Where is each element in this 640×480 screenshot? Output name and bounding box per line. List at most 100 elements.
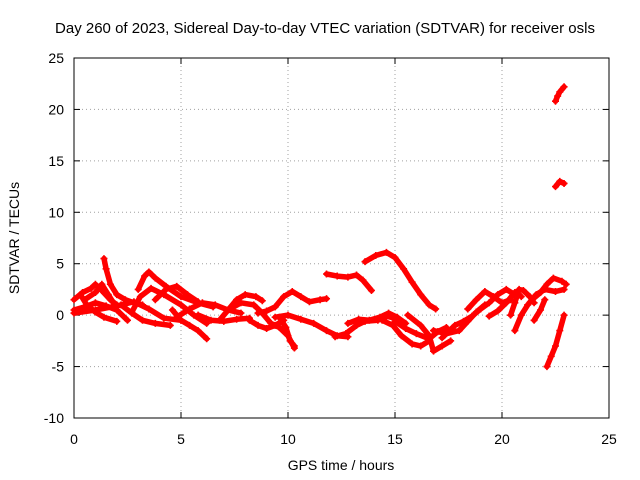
data-point bbox=[562, 280, 570, 288]
data-point bbox=[342, 330, 350, 338]
data-point bbox=[91, 299, 99, 307]
data-series-arc-36 bbox=[552, 177, 568, 191]
data-point bbox=[168, 306, 176, 314]
data-point bbox=[552, 287, 559, 295]
data-point bbox=[468, 312, 476, 320]
data-point bbox=[177, 301, 185, 309]
data-point bbox=[442, 323, 450, 331]
data-point bbox=[552, 183, 559, 191]
data-point bbox=[237, 309, 245, 317]
x-tick-label: 5 bbox=[177, 431, 185, 447]
data-point bbox=[237, 299, 245, 307]
data-point bbox=[100, 313, 108, 321]
data-point bbox=[359, 276, 367, 284]
data-point bbox=[173, 282, 181, 290]
data-point bbox=[141, 272, 149, 280]
y-tick-label: 15 bbox=[48, 153, 64, 169]
data-point bbox=[323, 270, 331, 278]
data-point bbox=[297, 293, 305, 301]
data-point bbox=[515, 285, 523, 293]
data-point bbox=[552, 97, 559, 105]
data-point bbox=[284, 311, 292, 319]
data-point bbox=[355, 315, 363, 323]
data-point bbox=[511, 299, 519, 307]
y-tick-label: -5 bbox=[52, 359, 65, 375]
data-point bbox=[198, 299, 206, 307]
data-point bbox=[537, 289, 545, 297]
y-tick-label: 5 bbox=[56, 256, 64, 272]
data-point bbox=[323, 295, 331, 303]
data-point bbox=[186, 321, 194, 329]
data-point bbox=[549, 274, 557, 282]
series-line bbox=[362, 249, 439, 312]
data-point bbox=[511, 327, 519, 335]
data-point bbox=[502, 285, 510, 293]
data-point bbox=[207, 316, 215, 324]
data-point bbox=[241, 291, 249, 299]
data-point bbox=[83, 301, 91, 309]
data-point bbox=[430, 347, 438, 355]
data-point bbox=[271, 303, 279, 311]
data-point bbox=[451, 321, 459, 329]
data-point bbox=[517, 311, 525, 319]
data-series-arc-10 bbox=[151, 282, 202, 306]
y-tick-label: -10 bbox=[44, 410, 64, 426]
data-point bbox=[367, 286, 375, 294]
data-point bbox=[556, 177, 564, 185]
data-point bbox=[113, 291, 121, 299]
data-point bbox=[425, 332, 433, 340]
data-point bbox=[344, 273, 352, 281]
grid bbox=[74, 58, 609, 418]
data-point bbox=[352, 321, 360, 329]
data-point bbox=[151, 296, 159, 304]
data-point bbox=[145, 305, 153, 313]
data-point bbox=[104, 291, 112, 299]
y-tick-label: 0 bbox=[56, 307, 64, 323]
data-point bbox=[537, 306, 545, 314]
data-point bbox=[528, 296, 536, 304]
plot-frame bbox=[73, 57, 610, 419]
y-tick-label: 10 bbox=[48, 204, 64, 220]
data-point bbox=[489, 293, 497, 301]
data-point bbox=[288, 287, 296, 295]
data-point bbox=[447, 337, 455, 345]
data-point bbox=[91, 289, 99, 297]
data-point bbox=[211, 301, 219, 309]
data-point bbox=[502, 299, 510, 307]
data-point bbox=[408, 340, 416, 348]
data-point bbox=[151, 319, 159, 327]
data-point bbox=[280, 293, 288, 301]
data-point bbox=[472, 296, 480, 304]
data-point bbox=[145, 268, 153, 276]
data-series-arc-35 bbox=[543, 311, 568, 371]
data-point bbox=[361, 258, 369, 266]
data-point bbox=[117, 301, 125, 309]
data-point bbox=[186, 305, 194, 313]
y-tick-label: 20 bbox=[48, 101, 64, 117]
data-point bbox=[102, 265, 110, 273]
data-point bbox=[400, 265, 408, 273]
data-point bbox=[494, 307, 502, 315]
data-point bbox=[160, 314, 168, 322]
data-point bbox=[560, 285, 568, 293]
data-point bbox=[464, 305, 472, 313]
data-point bbox=[560, 311, 568, 319]
data-point bbox=[282, 323, 290, 331]
data-point bbox=[113, 317, 121, 325]
x-tick-label: 10 bbox=[280, 431, 296, 447]
data-point bbox=[372, 251, 380, 259]
data-point bbox=[558, 277, 566, 285]
data-point bbox=[560, 83, 568, 91]
data-point bbox=[98, 280, 106, 288]
data-point bbox=[258, 297, 266, 305]
series-line bbox=[544, 312, 567, 370]
data-point bbox=[147, 284, 155, 292]
data-point bbox=[543, 280, 551, 288]
data-point bbox=[271, 313, 279, 321]
data-point bbox=[402, 325, 410, 333]
data-point bbox=[263, 325, 271, 333]
data-series-arc-23 bbox=[361, 248, 440, 313]
x-tick-label: 20 bbox=[494, 431, 510, 447]
data-point bbox=[547, 352, 555, 360]
